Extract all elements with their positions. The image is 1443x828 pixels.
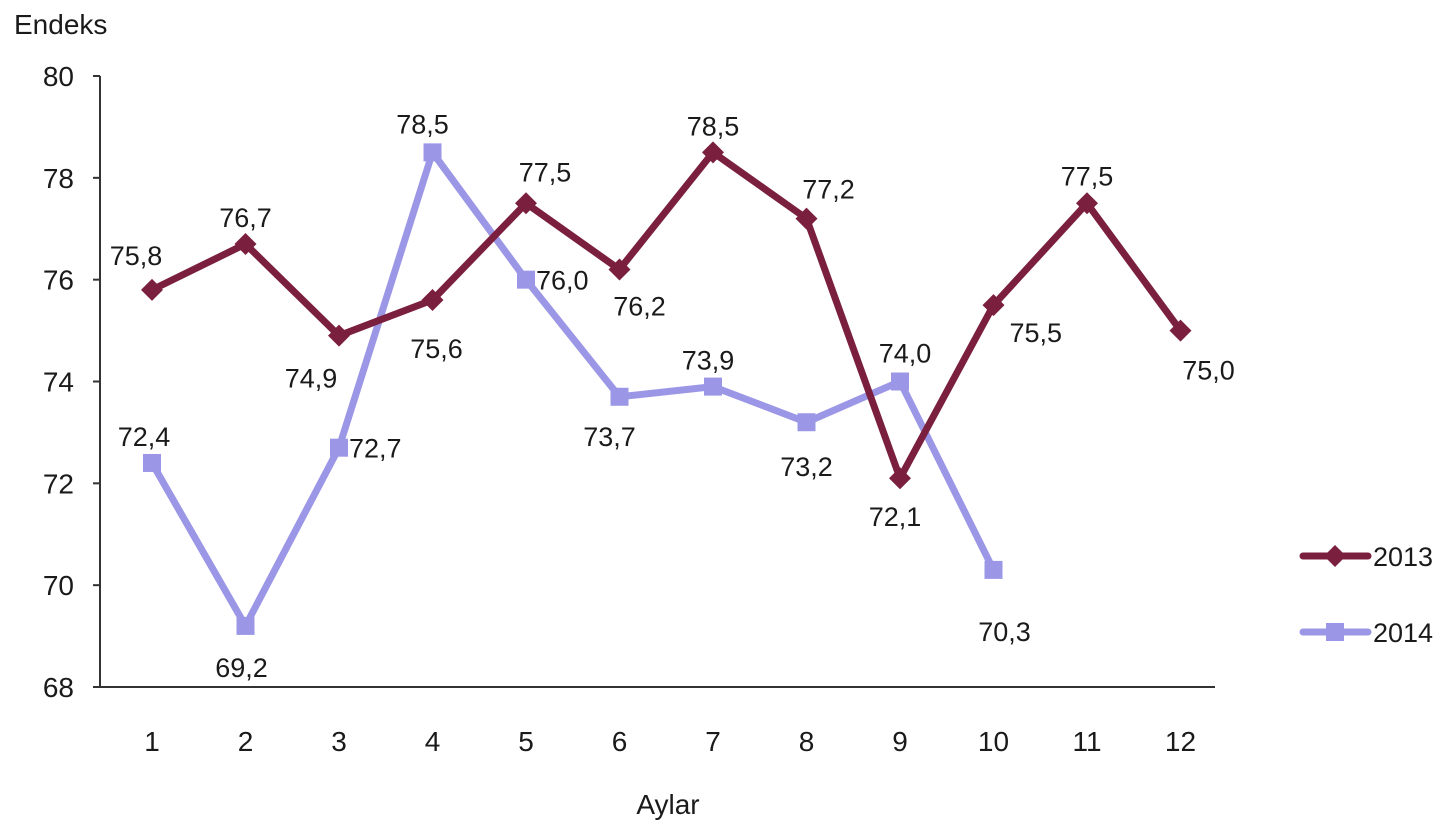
point-marker-2013 [608,258,631,281]
point-marker-2014 [236,616,255,635]
data-label: 78,5 [396,109,449,139]
series-line-2013 [148,148,1184,482]
series-lines [141,141,1192,635]
data-label: 76,2 [613,291,666,321]
point-marker-2013 [421,289,444,312]
x-tick-label: 6 [612,726,628,757]
point-marker-2013 [515,192,537,215]
legend-marker-2013 [1324,545,1346,567]
point-marker-2013 [702,141,724,164]
y-tick-label: 80 [43,61,74,92]
data-label: 77,5 [1061,161,1114,191]
point-marker-2013 [328,324,350,347]
x-tick-label: 7 [705,726,721,757]
point-marker-2014 [797,413,816,432]
x-tick-label: 10 [978,726,1009,757]
data-label: 76,0 [536,266,589,296]
x-tick-label: 12 [1165,726,1196,757]
point-marker-2013 [889,467,911,490]
y-tick-label: 78 [43,163,74,194]
legend-label-2014: 2014 [1373,618,1433,648]
data-label: 73,2 [780,452,833,482]
data-label: 75,5 [1010,318,1063,348]
data-label: 75,0 [1182,356,1235,386]
x-tick-label: 5 [518,726,534,757]
data-label: 70,3 [978,617,1031,647]
data-label: 73,9 [682,346,735,376]
x-tick-label: 8 [799,726,815,757]
y-tick-label: 74 [43,367,74,398]
point-marker-2014 [704,377,722,396]
x-tick-label: 11 [1072,726,1101,757]
data-label: 72,4 [118,422,171,452]
point-marker-2014 [423,143,442,162]
data-label: 78,5 [687,111,740,141]
point-marker-2014 [330,438,348,457]
y-tick-label: 70 [43,570,74,601]
legend: 2013 2014 [1299,542,1433,648]
y-axis-title: Endeks [14,9,107,40]
point-marker-2013 [982,294,1005,317]
point-marker-2013 [1169,319,1192,342]
legend-label-2013: 2013 [1373,542,1433,572]
data-label: 76,7 [219,203,272,233]
data-label: 69,2 [215,653,268,683]
x-axis-title: Aylar [636,789,699,820]
data-label: 75,6 [410,334,463,364]
x-tick-label: 3 [331,726,347,757]
legend-marker-2014 [1326,623,1344,641]
x-tick-label: 2 [238,726,254,757]
data-label: 72,1 [869,502,922,532]
y-tick-label: 72 [43,468,74,499]
data-label: 75,8 [110,241,163,271]
point-marker-2014 [143,453,161,472]
data-label: 73,7 [583,422,636,452]
data-label: 77,5 [519,157,572,187]
data-label: 77,2 [802,175,855,205]
y-tick-label: 68 [43,672,74,703]
data-label: 74,0 [879,339,932,369]
point-marker-2014 [891,372,909,391]
y-tick-label: 76 [43,265,74,296]
point-marker-2014 [984,560,1003,579]
x-tick-label: 1 [144,726,160,757]
data-label: 72,7 [349,434,402,464]
series-line-2014 [148,148,997,630]
point-marker-2014 [517,270,535,289]
point-marker-2013 [795,207,818,230]
x-tick-label: 4 [425,726,441,757]
point-marker-2013 [141,278,163,301]
data-label: 74,9 [285,364,338,394]
point-marker-2013 [234,233,257,256]
point-marker-2014 [610,387,629,406]
point-marker-2013 [1076,192,1098,215]
x-tick-label: 9 [892,726,908,757]
data-labels: 75,8 76,7 74,9 75,6 77,5 76,2 78,5 77,2 72,1 75,5… [110,109,1235,683]
